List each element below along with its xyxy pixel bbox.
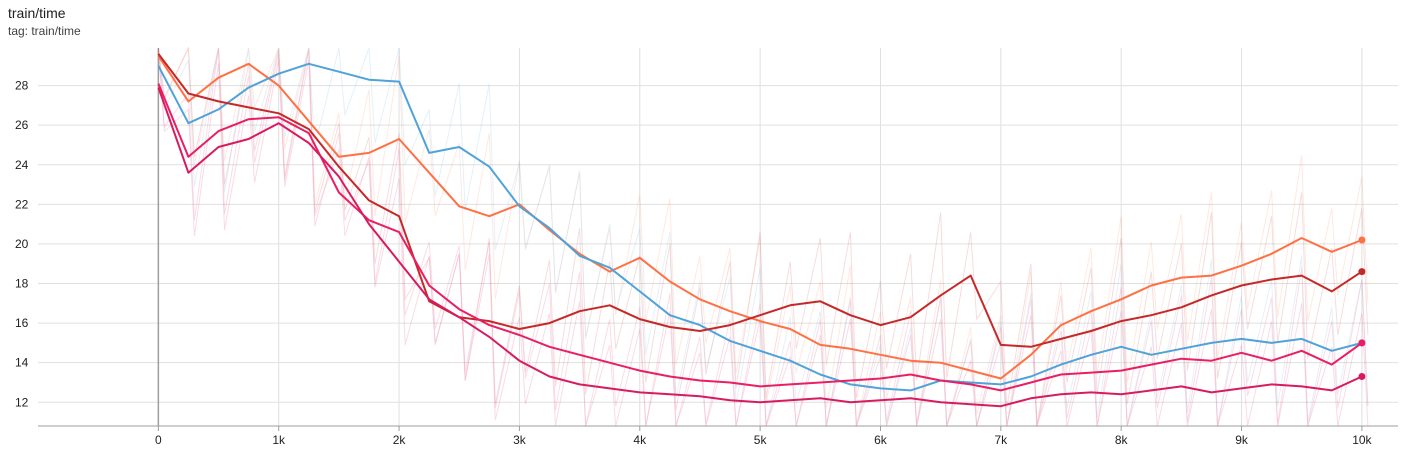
x-tick-label: 4k	[633, 433, 647, 447]
y-tick-label: 26	[15, 118, 29, 132]
series-line	[157, 62, 1363, 392]
tick-labels: 12 14 16 18 20 22 24 26 28 0 1k 2k 3k 4k 5k 6k 7k 8k 9k 10k	[15, 79, 1373, 447]
x-tick-label: 6k	[874, 433, 888, 447]
raw-data-background	[157, 46, 1369, 427]
x-tick-label: 0	[155, 433, 162, 447]
y-tick-label: 14	[15, 356, 29, 370]
raw-series-trace	[157, 47, 1369, 427]
y-tick-label: 24	[15, 158, 29, 172]
series-group	[157, 46, 1369, 427]
x-tick-label: 1k	[272, 433, 286, 447]
series-end-point	[1358, 236, 1366, 244]
chart-title: train/time	[8, 5, 66, 21]
series-line	[157, 87, 1363, 408]
y-tick-label: 18	[15, 277, 29, 291]
x-tick-label: 8k	[1115, 433, 1129, 447]
x-tick-label: 3k	[513, 433, 527, 447]
series-line	[157, 53, 1363, 348]
x-tick-label: 5k	[754, 433, 768, 447]
raw-series-trace	[157, 47, 1369, 427]
x-tick-label: 7k	[994, 433, 1008, 447]
series-line	[157, 55, 1363, 380]
axes	[38, 48, 1398, 431]
x-tick-label: 2k	[393, 433, 407, 447]
x-tick-label: 10k	[1352, 433, 1372, 447]
grid-lines	[38, 48, 1398, 426]
y-tick-label: 16	[15, 316, 29, 330]
series-end-point	[1358, 268, 1366, 276]
x-tick-label: 9k	[1235, 433, 1249, 447]
y-tick-label: 12	[15, 395, 29, 409]
y-tick-label: 20	[15, 237, 29, 251]
y-tick-label: 28	[15, 79, 29, 93]
series-end-point	[1358, 339, 1366, 347]
chart-tag: tag: train/time	[8, 24, 81, 38]
series-end-point	[1358, 373, 1366, 381]
y-tick-label: 22	[15, 197, 29, 211]
series-line	[157, 83, 1363, 392]
